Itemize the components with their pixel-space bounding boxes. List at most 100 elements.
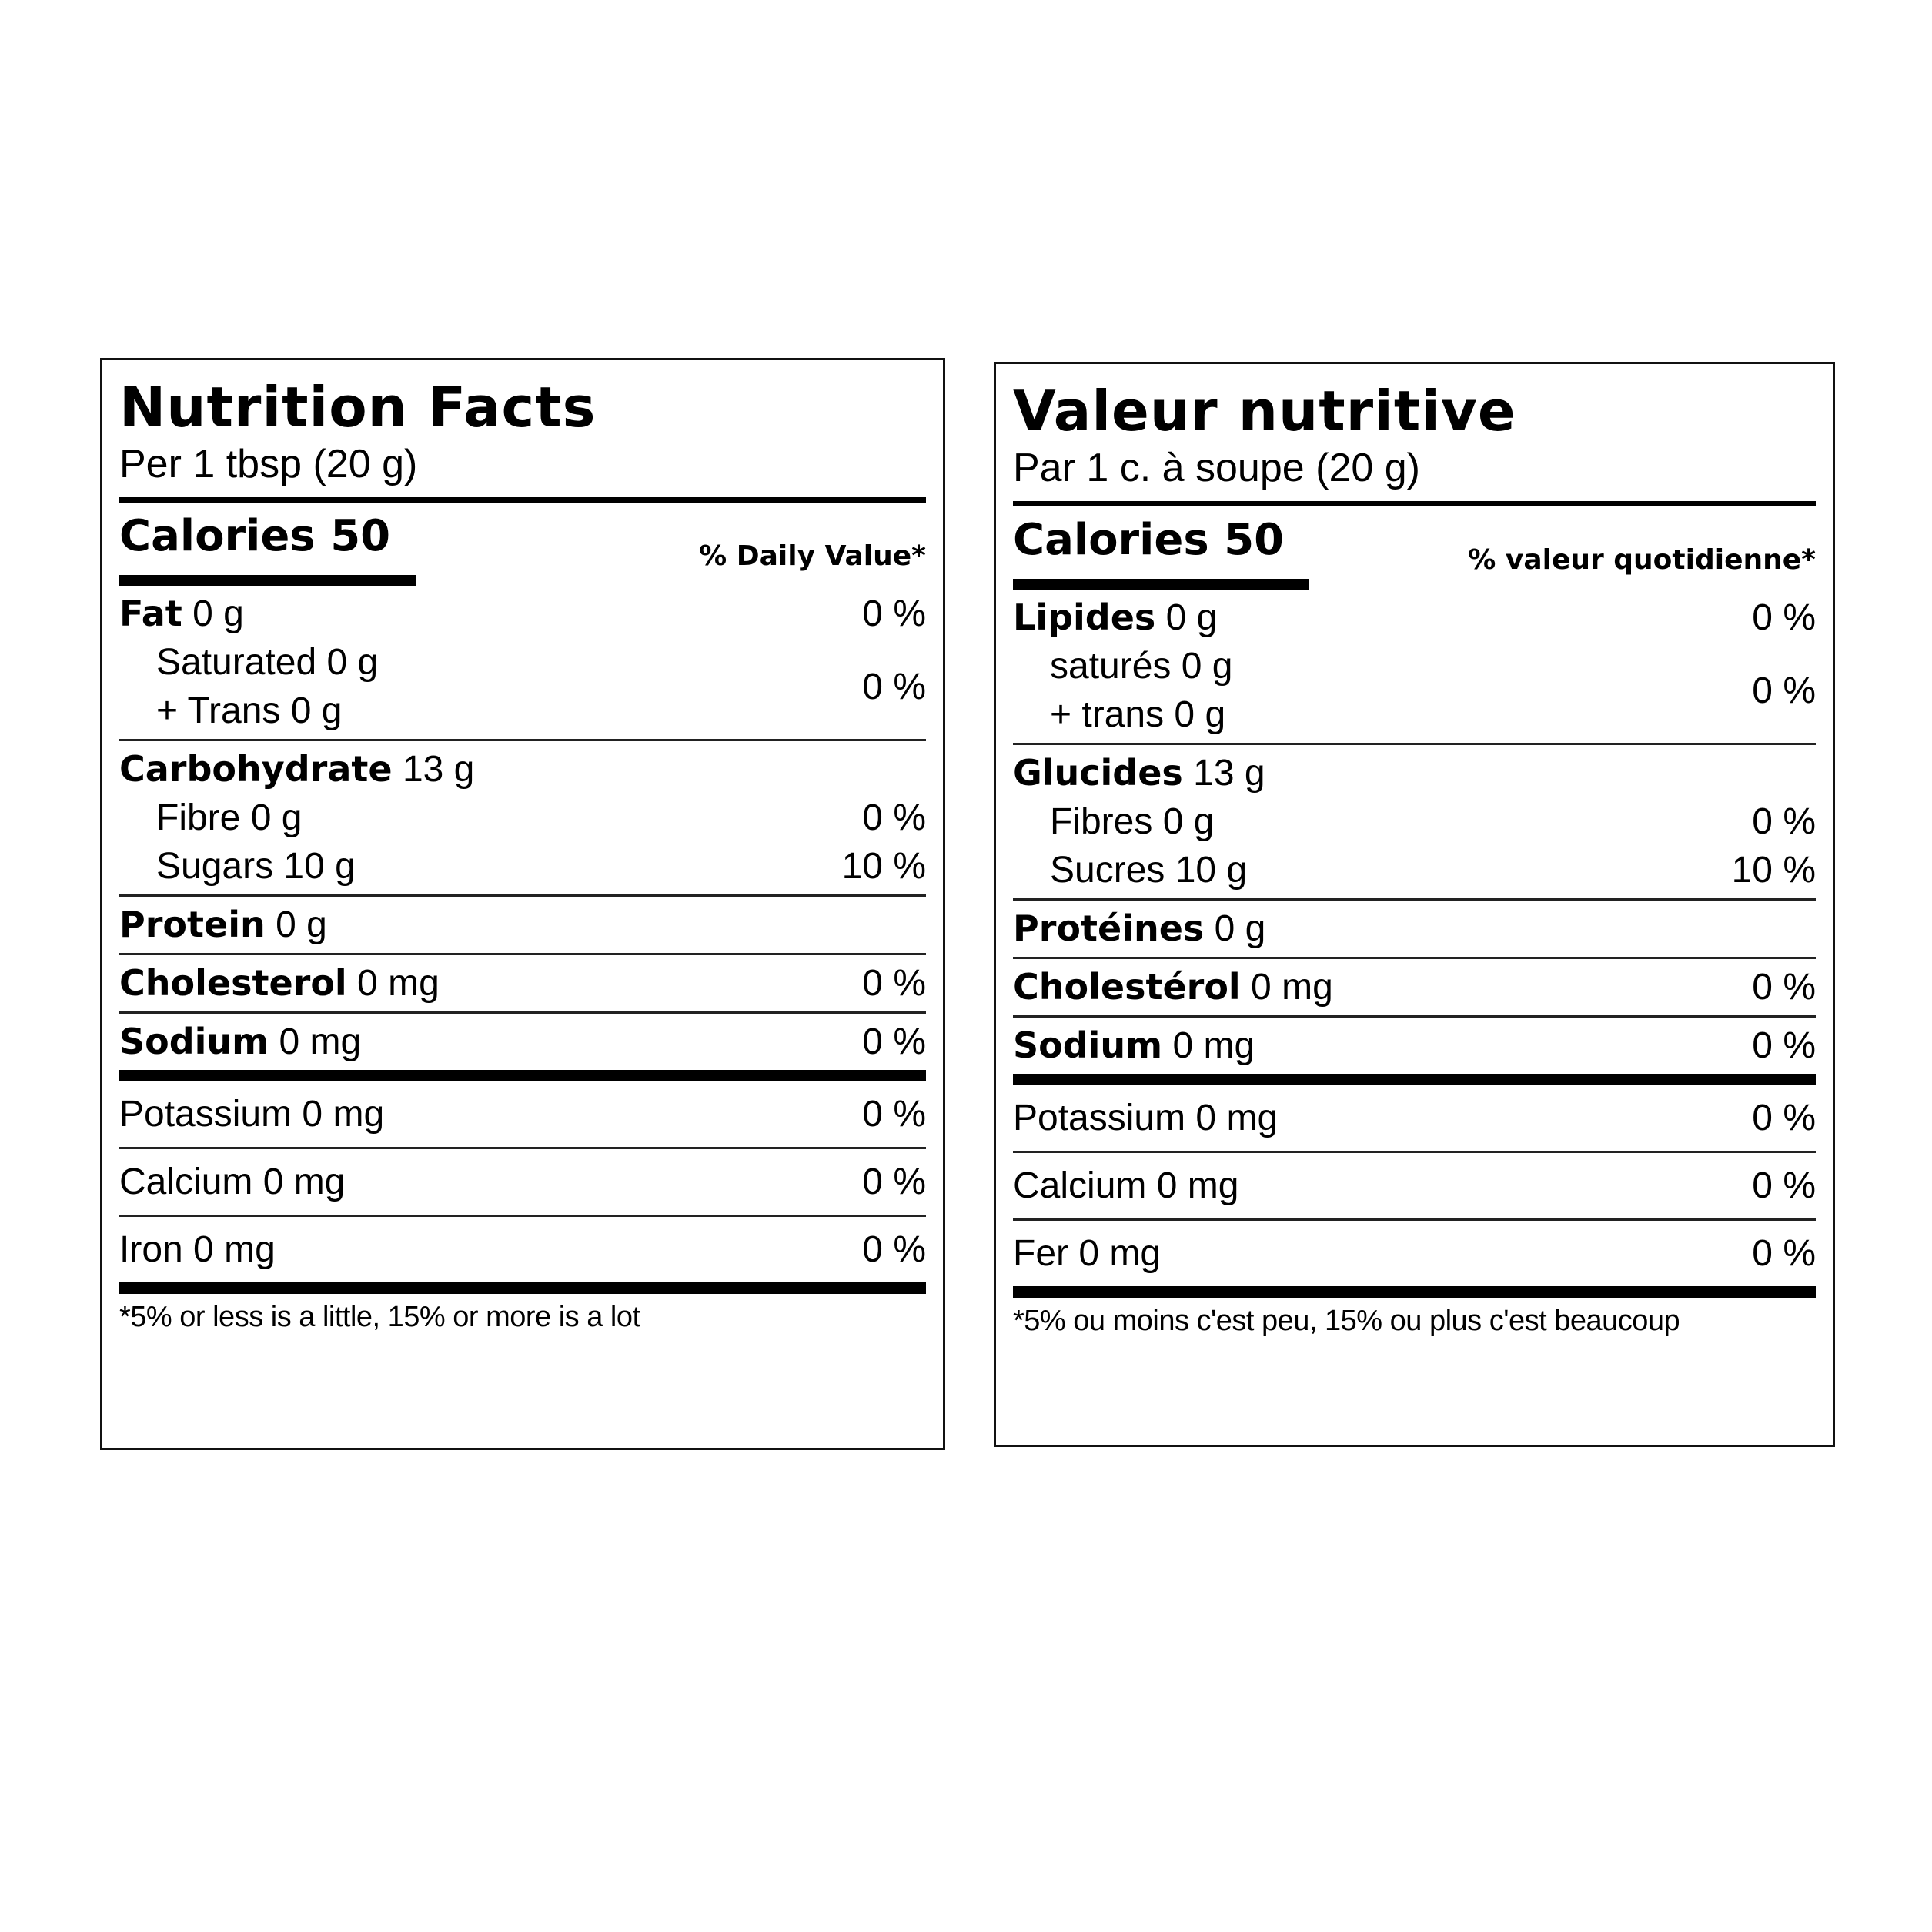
daily-value: 0 % [1752, 1098, 1816, 1138]
nutrient-name: Carbohydrate [119, 748, 393, 790]
calories-text: Calories 50 [1013, 513, 1309, 568]
nutrient: Glucides 13 g [1013, 749, 1265, 797]
nutrient-name: Sodium [119, 1021, 269, 1062]
rule [1013, 501, 1816, 506]
sub-row: Sucres 10 g 10 % [1013, 846, 1816, 894]
calories-row: Calories 50 % valeur quotidienne* [1013, 506, 1816, 590]
mineral: Calcium 0 mg [119, 1162, 346, 1202]
sub-nutrient: saturés 0 g [1050, 646, 1233, 687]
nutrient-name: Sodium [1013, 1024, 1163, 1066]
nutrient-name: Glucides [1013, 752, 1183, 794]
sub-row: Sugars 10 g 10 % [119, 842, 926, 891]
nutrient-row: Glucides 13 g [1013, 749, 1816, 797]
nutrient-row: Cholestérol 0 mg 0 % [1013, 963, 1816, 1011]
sub-nutrient: Fibres 0 g [1050, 801, 1215, 842]
sub-row: Fibre 0 g 0 % [119, 794, 926, 842]
nutrient-amount: 0 mg [279, 1021, 362, 1062]
nutrient-amount: 13 g [402, 749, 475, 790]
daily-value: 0 % [1752, 1165, 1816, 1206]
sub-group: saturés 0 g + trans 0 g 0 % [1013, 642, 1816, 739]
calories-row: Calories 50 % Daily Value* [119, 503, 926, 586]
nutrient-section: Lipides 0 g 0 % saturés 0 g + trans 0 g 0 % [1013, 590, 1816, 745]
nutrient-name: Fat [119, 593, 182, 634]
nutrient-amount: 0 g [1214, 908, 1266, 949]
rule [119, 575, 416, 586]
nutrient: Fat 0 g [119, 590, 244, 638]
nutrition-label: Nutrition Facts Per 1 tbsp (20 g) Calories… [100, 358, 945, 1450]
nutrient-name: Protéines [1013, 908, 1205, 949]
nutrient-section: Cholestérol 0 mg 0 % [1013, 959, 1816, 1018]
mineral: Calcium 0 mg [1013, 1165, 1239, 1206]
daily-value: 0 % [862, 797, 926, 838]
rule [119, 497, 926, 503]
daily-value: 0 % [862, 1021, 926, 1062]
sub-nutrient: + trans 0 g [1050, 694, 1226, 735]
sub-lines: Saturated 0 g + Trans 0 g [119, 638, 378, 735]
daily-value: 0 % [1752, 1025, 1816, 1066]
nutrient-amount: 0 g [1165, 597, 1218, 638]
nutrient: Sodium 0 mg [119, 1018, 361, 1066]
sub-nutrient: Sugars 10 g [156, 846, 356, 887]
nutrient-row: Fat 0 g 0 % [119, 590, 926, 638]
nutrient-amount: 0 mg [1172, 1025, 1255, 1066]
sub-group: Saturated 0 g + Trans 0 g 0 % [119, 638, 926, 735]
nutrient: Sodium 0 mg [1013, 1021, 1255, 1070]
mineral: Potassium 0 mg [119, 1094, 385, 1135]
mineral-row: Potassium 0 mg 0 % [1013, 1085, 1816, 1153]
calories-value: 50 [1224, 515, 1285, 565]
nutrient-name: Cholestérol [1013, 966, 1241, 1008]
nutrient: Carbohydrate 13 g [119, 745, 474, 794]
nutrient-amount: 0 g [192, 593, 244, 634]
serving: Par 1 c. à soupe (20 g) [1013, 446, 1420, 490]
nutrient-section: Protein 0 g [119, 897, 926, 955]
mineral: Fer 0 mg [1013, 1233, 1162, 1274]
calories-label: Calories [119, 511, 316, 561]
nutrient-row: Sodium 0 mg 0 % [119, 1018, 926, 1066]
calories-value: 50 [330, 511, 391, 561]
nutrient-row: Cholesterol 0 mg 0 % [119, 959, 926, 1008]
daily-value: 0 % [1752, 597, 1816, 638]
dv-header: % Daily Value* [699, 540, 926, 572]
daily-value: 0 % [1752, 1233, 1816, 1274]
serving: Per 1 tbsp (20 g) [119, 442, 418, 486]
nutrition-label: Valeur nutritive Par 1 c. à soupe (20 g) C… [994, 362, 1835, 1447]
nutrient-section: Protéines 0 g [1013, 901, 1816, 959]
daily-value: 10 % [1731, 850, 1816, 891]
mineral: Potassium 0 mg [1013, 1098, 1279, 1138]
nutrient-section: Sodium 0 mg 0 % [119, 1014, 926, 1081]
nutrient-amount: 13 g [1193, 753, 1265, 794]
daily-value: 10 % [841, 846, 926, 887]
sub-lines: saturés 0 g + trans 0 g [1013, 642, 1232, 739]
daily-value: 0 % [862, 666, 926, 707]
daily-value: 0 % [1752, 967, 1816, 1008]
nutrient: Cholesterol 0 mg [119, 959, 440, 1008]
nutrient: Protein 0 g [119, 901, 327, 949]
nutrient-name: Cholesterol [119, 962, 347, 1004]
footnote: *5% ou moins c'est peu, 15% ou plus c'es… [1013, 1305, 1680, 1337]
calories-label: Calories [1013, 515, 1209, 565]
rule [1013, 579, 1309, 590]
nutrient: Lipides 0 g [1013, 593, 1217, 642]
nutrient: Protéines 0 g [1013, 904, 1265, 953]
daily-value: 0 % [1752, 801, 1816, 842]
sub-nutrient: + Trans 0 g [156, 690, 343, 731]
nutrient-row: Carbohydrate 13 g [119, 745, 926, 794]
nutrient-section: Cholesterol 0 mg 0 % [119, 955, 926, 1014]
daily-value: 0 % [862, 963, 926, 1004]
nutrient-row: Protein 0 g [119, 901, 926, 949]
mineral-row: Fer 0 mg 0 % [1013, 1221, 1816, 1298]
sub-nutrient: Fibre 0 g [156, 797, 303, 838]
dv-header: % valeur quotidienne* [1468, 544, 1816, 576]
sub-nutrient: Saturated 0 g [156, 642, 379, 683]
nutrient-name: Protein [119, 904, 266, 945]
footnote: *5% or less is a little, 15% or more is … [119, 1301, 640, 1333]
daily-value: 0 % [862, 1094, 926, 1135]
mineral-row: Potassium 0 mg 0 % [119, 1081, 926, 1149]
calories: Calories 50 [119, 509, 416, 586]
nutrient-row: Protéines 0 g [1013, 904, 1816, 953]
mineral-row: Iron 0 mg 0 % [119, 1217, 926, 1294]
title: Nutrition Facts [119, 375, 597, 440]
title: Valeur nutritive [1013, 379, 1516, 443]
